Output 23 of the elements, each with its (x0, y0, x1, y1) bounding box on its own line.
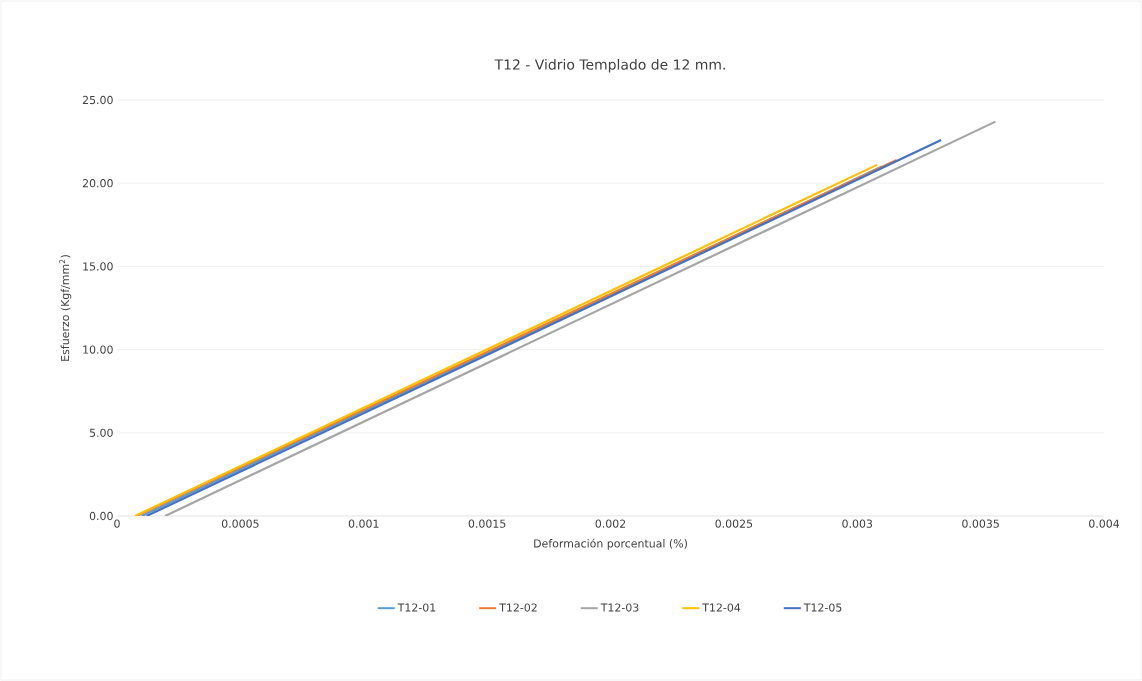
x-tick-label: 0.001 (348, 519, 379, 528)
y-tick-label: 10.00 (83, 345, 113, 354)
legend-label: T12-01 (397, 603, 436, 612)
x-tick-label: 0.004 (1089, 519, 1120, 528)
x-tick-label: 0 (114, 519, 120, 528)
legend-label: T12-05 (803, 603, 842, 612)
x-tick-label: 0.0035 (962, 519, 999, 528)
y-tick-label: 15.00 (83, 262, 113, 271)
x-tick-label: 0.0015 (468, 519, 506, 528)
x-tick-label: 0.0025 (715, 519, 753, 528)
y-axis-title: Esfuerzo (Kgf/mm$^{2}$) (59, 255, 72, 361)
legend-label: T12-03 (600, 603, 639, 612)
y-tick-label: 0.00 (89, 511, 113, 521)
legend-label: T12-02 (499, 603, 537, 612)
x-tick-label: 0.0005 (221, 519, 259, 528)
x-axis-title: Deformación porcentual (%) (534, 538, 687, 550)
x-tick-label: 0.002 (595, 519, 626, 528)
x-tick-label: 0.003 (842, 519, 873, 528)
y-tick-label: 20.00 (82, 179, 113, 188)
legend-label: T12-04 (702, 603, 741, 612)
y-tick-label: 25.00 (82, 95, 113, 105)
y-tick-label: 5.00 (89, 428, 113, 437)
chart-title: T12 - Vidrio Templado de 12 mm. (494, 58, 725, 73)
